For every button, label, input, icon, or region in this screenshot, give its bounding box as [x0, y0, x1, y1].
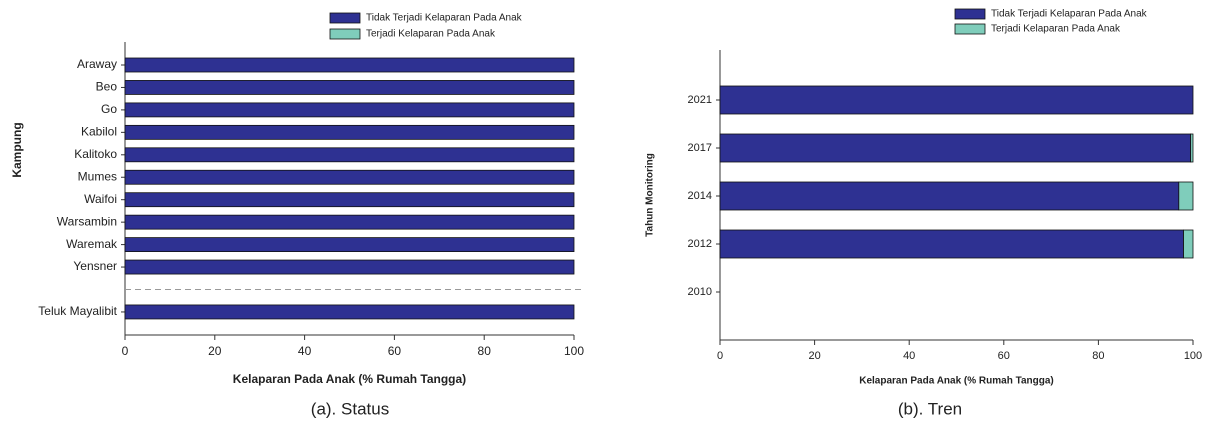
chart-panel: 0 20 40 60 80 100 2021 2017 2014 2012 2010 Tidak Te… [645, 8, 1202, 418]
bar-segment [124, 214, 575, 230]
bar-segment [1190, 133, 1194, 163]
x-tick-label: 80 [478, 344, 492, 358]
x-tick-label: 60 [998, 350, 1010, 362]
bar-segment [124, 237, 575, 253]
y-tick-label: Go [101, 102, 117, 116]
legend-label: Terjadi Kelaparan Pada Anak [366, 29, 496, 40]
y-tick-label: Teluk Mayalibit [38, 304, 117, 318]
legend-label: Terjadi Kelaparan Pada Anak [991, 24, 1121, 35]
bar-segment [719, 85, 1194, 115]
x-tick-label: 100 [564, 344, 584, 358]
legend-swatch [954, 23, 986, 35]
chart-panel: 0 20 40 60 80 100 Araway Beo Go Kabilol Kalitoko Mu… [10, 12, 584, 418]
y-tick-label: 2021 [688, 94, 712, 106]
legend-label: Tidak Terjadi Kelaparan Pada Anak [366, 13, 523, 24]
y-tick-label: Waremak [66, 237, 118, 251]
bar-segment [124, 147, 575, 163]
bar-segment [124, 169, 575, 185]
y-tick-label: Beo [96, 80, 118, 94]
bar-segment [124, 304, 575, 320]
x-axis-title: Kelaparan Pada Anak (% Rumah Tangga) [233, 372, 466, 386]
y-axis-title: Kampung [10, 122, 24, 177]
bar-segment [719, 181, 1180, 211]
x-tick-label: 40 [298, 344, 312, 358]
y-tick-label: Waifoi [84, 192, 117, 206]
x-tick-label: 20 [808, 350, 820, 362]
x-axis-title: Kelaparan Pada Anak (% Rumah Tangga) [859, 376, 1054, 387]
y-tick-label: Yensner [73, 259, 117, 273]
x-tick-label: 80 [1092, 350, 1104, 362]
legend-swatch [954, 8, 986, 20]
y-axis-title: Tahun Monitoring [645, 153, 656, 237]
bar-segment [124, 124, 575, 140]
x-tick-label: 60 [388, 344, 402, 358]
legend-swatch [329, 28, 361, 40]
legend-swatch [329, 12, 361, 24]
caption: (b). Tren [898, 399, 962, 418]
bar-segment [124, 102, 575, 118]
x-tick-label: 40 [903, 350, 915, 362]
x-tick-label: 100 [1184, 350, 1202, 362]
bar-segment [124, 259, 575, 275]
y-tick-label: Kalitoko [74, 147, 117, 161]
bar-segment [719, 229, 1184, 259]
y-tick-label: 2010 [688, 286, 712, 298]
y-tick-label: Warsambin [57, 214, 117, 228]
bar-segment [124, 192, 575, 208]
y-tick-label: Kabilol [81, 125, 117, 139]
y-tick-label: Araway [77, 57, 117, 71]
legend-label: Tidak Terjadi Kelaparan Pada Anak [991, 9, 1148, 20]
y-tick-label: Mumes [78, 169, 117, 183]
x-tick-label: 0 [717, 350, 723, 362]
x-tick-label: 0 [122, 344, 129, 358]
bar-segment [1178, 181, 1194, 211]
bar-segment [124, 57, 575, 73]
y-tick-label: 2012 [688, 238, 712, 250]
bar-segment [719, 133, 1192, 163]
y-tick-label: 2014 [688, 190, 712, 202]
bar-segment [124, 80, 575, 95]
x-tick-label: 20 [208, 344, 222, 358]
y-tick-label: 2017 [688, 142, 712, 154]
caption: (a). Status [311, 399, 389, 418]
bar-segment [1183, 229, 1194, 259]
